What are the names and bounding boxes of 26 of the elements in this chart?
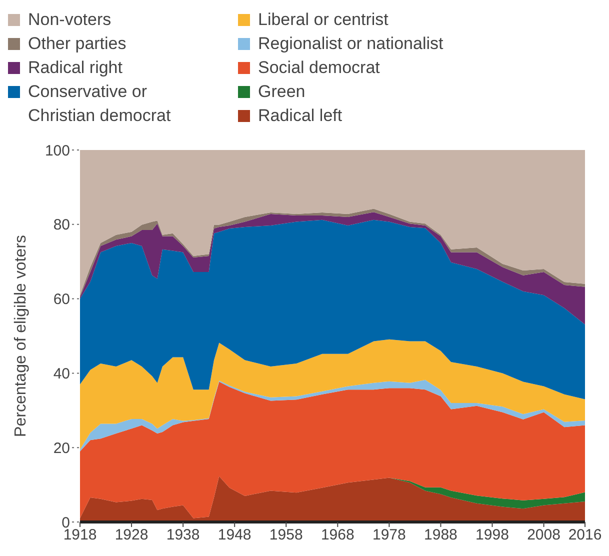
x-tick-label: 1918 bbox=[63, 526, 97, 544]
legend-label: Green bbox=[258, 81, 306, 103]
x-tick-label: 1968 bbox=[320, 526, 354, 544]
x-tick-label: 1948 bbox=[218, 526, 252, 544]
y-axis-title: Percentage of eligible voters bbox=[12, 235, 30, 437]
x-tick-label: 1978 bbox=[372, 526, 406, 544]
legend-label: Liberal or centrist bbox=[258, 9, 388, 31]
legend-label: Regionalist or nationalist bbox=[258, 33, 444, 55]
legend-label: Other parties bbox=[28, 33, 126, 55]
x-tick-label: 1928 bbox=[114, 526, 148, 544]
legend-label: Social democrat bbox=[258, 57, 380, 79]
x-tick-label: 1998 bbox=[476, 526, 509, 544]
x-tick-label: 1988 bbox=[424, 526, 458, 544]
legend-label: Radical right bbox=[28, 57, 122, 79]
legend-label: Non-voters bbox=[28, 9, 112, 31]
x-tick-label: 1938 bbox=[166, 526, 200, 544]
y-tick-label: 100 bbox=[44, 142, 70, 160]
y-tick-label: 40 bbox=[53, 366, 70, 383]
x-tick-label: 2016 bbox=[568, 526, 602, 544]
y-tick-label: 20 bbox=[53, 440, 70, 457]
x-tick-label: 1958 bbox=[269, 526, 303, 544]
y-tick-label: 80 bbox=[53, 216, 70, 234]
x-tick-label: 2008 bbox=[527, 526, 560, 544]
legend-label: Radical left bbox=[258, 105, 342, 127]
y-tick-label: 60 bbox=[53, 291, 70, 308]
legend-label: Conservative or Christian democrat bbox=[28, 81, 172, 127]
